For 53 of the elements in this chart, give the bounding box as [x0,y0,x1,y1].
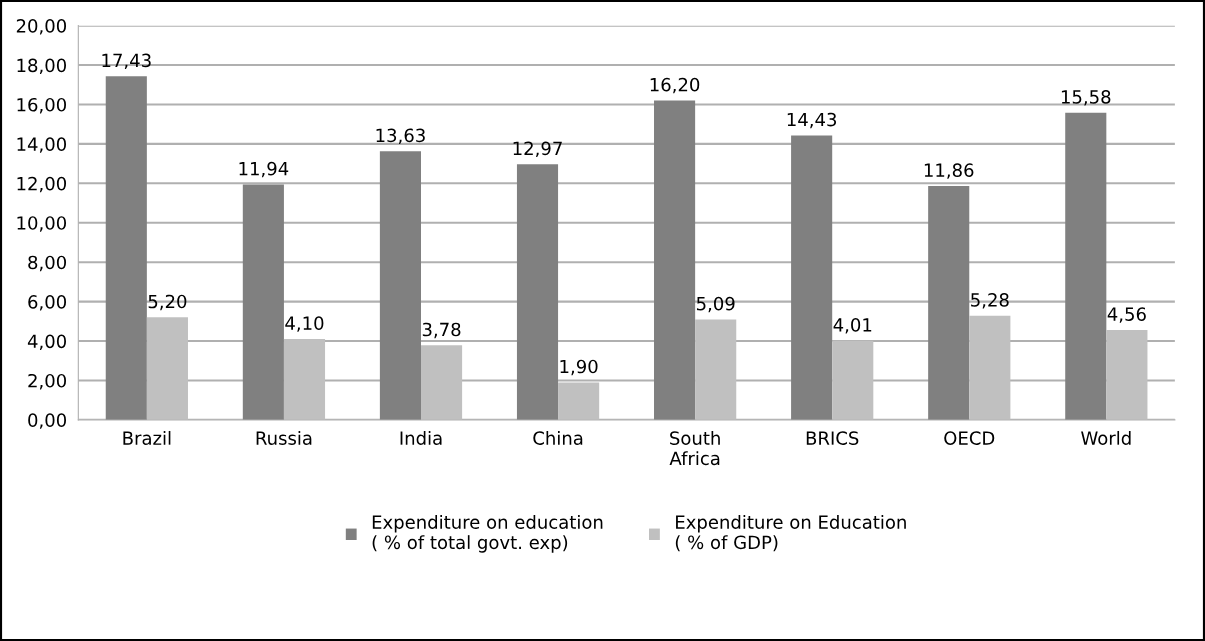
x-tick-label: BRICS [806,431,859,445]
data-label: 15,58 [1061,90,1111,106]
bar [654,100,696,420]
bar [421,345,463,420]
bar [1065,112,1107,420]
y-tick-label: 0,00 [28,413,67,429]
y-tick-label: 16,00 [17,97,67,114]
bar [695,319,737,420]
x-tick-label: China [533,430,583,445]
bar [379,151,421,420]
y-tick-label: 10,00 [17,216,67,232]
data-label: 4,01 [833,318,872,334]
data-label: 4,10 [285,316,324,332]
data-label: 5,09 [696,296,735,313]
bar [558,382,600,420]
y-tick-label: 8,00 [28,255,67,272]
legend-label: Expenditure on Education ( % of GDP) [675,514,906,552]
x-tick-label: Russia [256,430,312,445]
y-tick-label: 4,00 [27,334,67,350]
data-label: 5,28 [971,293,1009,309]
data-label: 4,56 [1107,307,1146,323]
x-tick-label: OECD [944,431,995,445]
bar [516,164,559,420]
bar [832,340,874,420]
data-label: 11,86 [924,163,974,179]
bar [146,317,188,420]
data-label: 5,20 [148,294,187,311]
x-tick-label: Brazil [123,430,171,445]
x-tick-label: India [400,430,442,445]
data-label: 16,20 [650,77,700,94]
data-label: 14,43 [787,112,837,129]
bar [105,76,147,420]
data-label: 1,90 [560,359,598,376]
data-label: 3,78 [422,322,461,339]
y-tick-label: 2,00 [28,373,67,390]
data-label: 11,94 [239,161,289,178]
y-tick-label: 20,00 [16,19,67,35]
legend-label: Expenditure on education ( % of total govt. exp) [372,514,603,553]
y-tick-label: 18,00 [17,58,67,75]
bar [1106,329,1148,420]
bar [791,135,833,420]
y-tick-label: 6,00 [28,295,67,311]
x-tick-label: World [1081,430,1131,445]
bar [283,339,326,420]
data-label: 13,63 [376,128,425,144]
y-tick-label: 14,00 [17,137,67,153]
data-label: 12,97 [513,141,562,157]
bar [969,315,1011,420]
y-tick-label: 12,00 [17,176,67,193]
x-tick-label: South Africa [669,430,720,466]
bar [928,186,970,420]
bar [242,184,284,420]
data-label: 17,43 [102,53,151,70]
